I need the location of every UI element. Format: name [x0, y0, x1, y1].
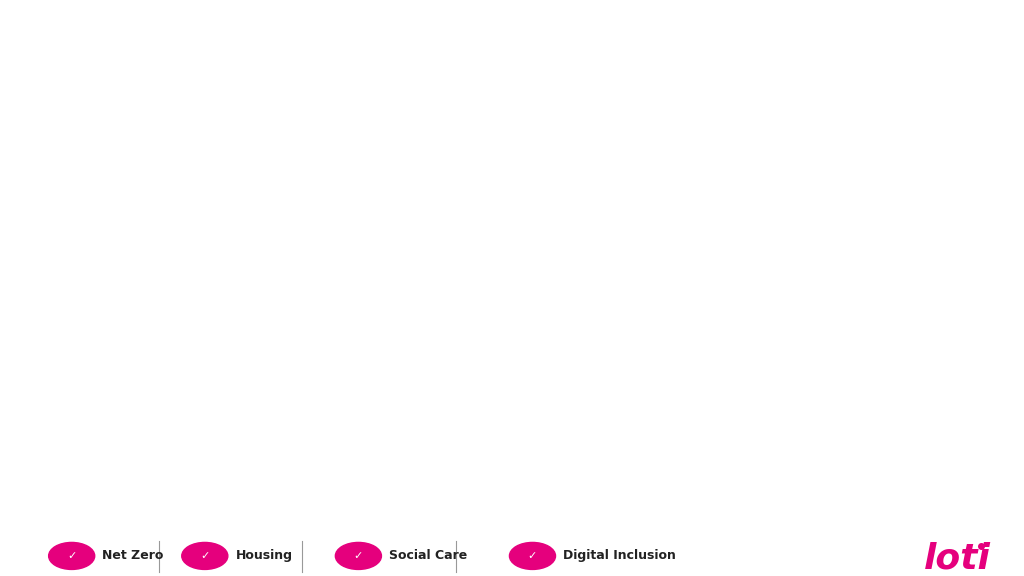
Text: Cyber
Security: Cyber Security: [677, 167, 731, 197]
Bar: [958, 103, 976, 130]
Ellipse shape: [335, 543, 382, 570]
Text: Innovation
Culture: Innovation Culture: [286, 167, 356, 197]
Text: ✓: ✓: [200, 551, 210, 561]
Text: BUY: BUY: [820, 107, 838, 116]
Ellipse shape: [182, 543, 227, 570]
Text: People: People: [219, 12, 298, 36]
Bar: [941, 111, 953, 130]
Text: Tech: Tech: [740, 12, 793, 36]
Text: Research
& Foresights: Research & Foresights: [912, 412, 995, 442]
Ellipse shape: [510, 543, 555, 570]
Text: Housing: Housing: [236, 550, 293, 562]
Text: Information
Governance: Information Governance: [407, 412, 486, 442]
Text: Data
Projects: Data Projects: [170, 412, 222, 442]
Bar: [173, 355, 218, 382]
Text: Data: Data: [230, 278, 287, 302]
Bar: [981, 109, 995, 130]
Text: Methods: Methods: [716, 278, 817, 302]
Text: Data
Ethics: Data Ethics: [51, 412, 91, 442]
Text: Data
Foundations: Data Foundations: [281, 412, 361, 442]
Text: Behavioural
Science: Behavioural Science: [540, 412, 620, 442]
Bar: [921, 105, 936, 130]
Text: Net Zero: Net Zero: [102, 550, 164, 562]
Text: Partnerships: Partnerships: [155, 167, 238, 180]
Text: ✓: ✓: [353, 551, 364, 561]
Text: Emerging
Tech: Emerging Tech: [548, 167, 611, 197]
Text: Design
Thinking: Design Thinking: [676, 412, 733, 442]
Text: Digital Inclusion: Digital Inclusion: [563, 550, 676, 562]
Ellipse shape: [49, 543, 94, 570]
Text: Buy &
Build Better: Buy & Build Better: [790, 167, 868, 197]
Text: Knowledge
& Skills: Knowledge & Skills: [410, 167, 483, 197]
Text: Smart
Cities: Smart Cities: [934, 167, 974, 197]
Text: Access
to Talent: Access to Talent: [42, 167, 99, 197]
Text: ✓: ✓: [67, 551, 77, 561]
Text: Outcomes: Outcomes: [450, 509, 574, 529]
Text: Social Care: Social Care: [389, 550, 467, 562]
Text: loti: loti: [924, 541, 991, 575]
Text: ✓: ✓: [527, 551, 538, 561]
Text: Open
Innovation: Open Innovation: [794, 412, 864, 442]
